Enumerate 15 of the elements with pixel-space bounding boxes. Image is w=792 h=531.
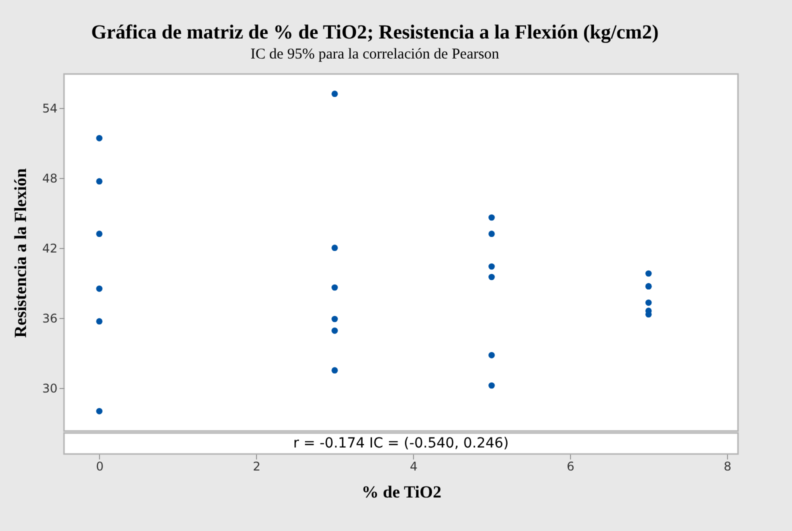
y-tick-label: 54 [42,101,58,116]
x-tick-label: 6 [566,460,574,474]
x-tick-label: 2 [252,460,261,474]
x-tick-label: 8 [724,460,732,474]
text: r = -0.174 IC = (-0.540, 0.246) [293,436,509,452]
chart-title: Gráfica de matriz de % de TiO2; Resistencia a la Flexión (kg/cm2) [91,21,659,44]
y-tick-label: 36 [42,311,58,326]
x-tick-label: 0 [96,460,104,474]
y-axis-title: Resistencia a la Flexión [11,168,30,338]
x-axis-title: % de TiO2 [362,482,442,502]
chart-subtitle: IC de 95% para la correlación de Pearson [250,46,500,62]
y-tick-label: 48 [42,171,58,186]
x-tick-label: 4 [410,460,418,474]
y-tick-label: 42 [42,241,58,256]
y-tick-label: 30 [42,381,58,396]
